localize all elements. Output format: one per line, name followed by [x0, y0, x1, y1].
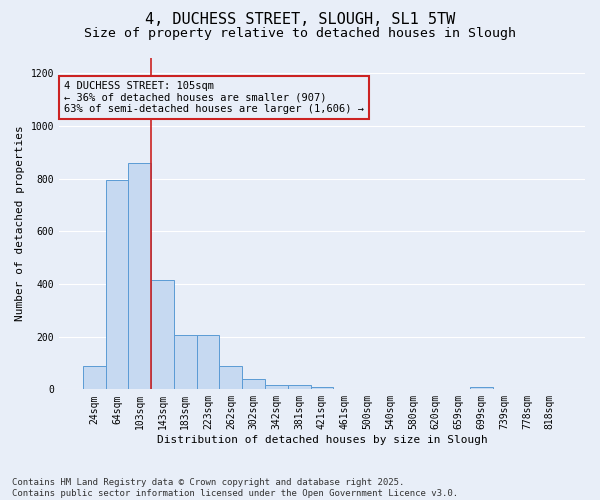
Bar: [106, 180, 128, 390]
Bar: [220, 366, 242, 390]
Bar: [470, 386, 493, 390]
Text: 4, DUCHESS STREET, SLOUGH, SL1 5TW: 4, DUCHESS STREET, SLOUGH, SL1 5TW: [145, 12, 455, 28]
Text: Size of property relative to detached houses in Slough: Size of property relative to detached ho…: [84, 28, 516, 40]
Bar: [288, 386, 311, 390]
Bar: [197, 336, 220, 390]
Text: Contains HM Land Registry data © Crown copyright and database right 2025.
Contai: Contains HM Land Registry data © Crown c…: [12, 478, 458, 498]
Bar: [311, 386, 334, 390]
X-axis label: Distribution of detached houses by size in Slough: Distribution of detached houses by size …: [157, 435, 487, 445]
Text: 4 DUCHESS STREET: 105sqm
← 36% of detached houses are smaller (907)
63% of semi-: 4 DUCHESS STREET: 105sqm ← 36% of detach…: [64, 80, 364, 114]
Y-axis label: Number of detached properties: Number of detached properties: [15, 126, 25, 322]
Bar: [265, 386, 288, 390]
Bar: [83, 366, 106, 390]
Bar: [174, 336, 197, 390]
Bar: [242, 379, 265, 390]
Bar: [151, 280, 174, 390]
Bar: [128, 163, 151, 390]
